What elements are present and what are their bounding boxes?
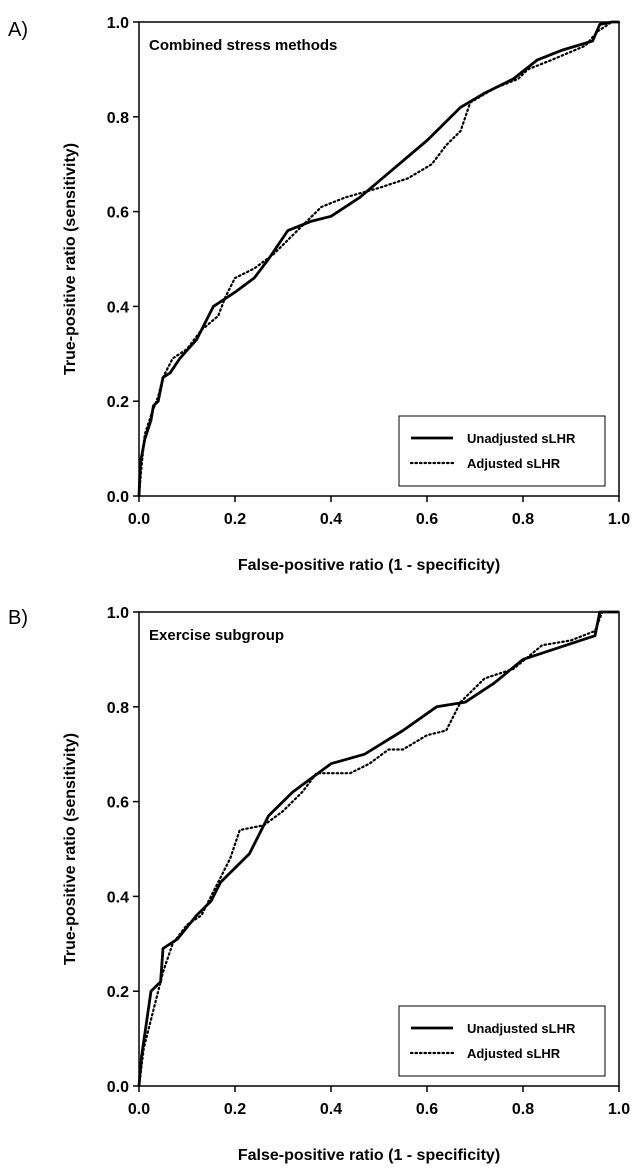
series-line-unadjusted [137, 610, 619, 1087]
y-axis-title: True-positive ratio (sensitivity) [62, 143, 79, 375]
y-tick-label: 0.0 [107, 1079, 129, 1096]
y-axis-title: True-positive ratio (sensitivity) [62, 733, 79, 965]
x-tick-label: 1.0 [608, 1101, 630, 1118]
legend: Unadjusted sLHR Adjusted sLHR [398, 1005, 606, 1077]
x-tick-label: 0.6 [416, 1101, 438, 1118]
legend-box [398, 1005, 606, 1077]
panel-label: A) [8, 19, 28, 41]
x-tick-label: 0.2 [224, 1101, 246, 1118]
x-axis-title: False-positive ratio (1 - specificity) [238, 1147, 500, 1164]
series-line-adjusted [137, 610, 621, 1088]
plot-frame [138, 21, 620, 497]
x-tick-label: 0.8 [512, 1101, 534, 1118]
series-adjusted [137, 610, 621, 1088]
x-tick-label: 1.0 [608, 511, 630, 528]
y-tick-label: 0.0 [107, 489, 129, 506]
legend-label: Unadjusted sLHR [467, 431, 576, 446]
y-tick-label: 0.4 [107, 889, 129, 906]
legend-box [398, 415, 606, 487]
x-tick-label: 0.0 [128, 1101, 150, 1118]
series-unadjusted [137, 610, 619, 1087]
y-tick-label: 0.6 [107, 795, 129, 812]
x-tick-label: 0.4 [320, 1101, 342, 1118]
y-tick-label: 0.4 [107, 299, 129, 316]
plot-frame [138, 611, 620, 1087]
y-tick-label: 0.2 [107, 984, 129, 1001]
chart-title: Exercise subgroup [149, 627, 284, 644]
y-tick-label: 0.8 [107, 700, 129, 717]
series-adjusted [137, 20, 621, 498]
y-tick-label: 1.0 [107, 605, 129, 622]
x-tick-label: 0.6 [416, 511, 438, 528]
chart-title: Combined stress methods [149, 37, 337, 54]
chart-panel-b: B) 0.0 0.2 0.4 0.6 0.8 1.0 0.0 0.2 0.4 0.6 0.8 1.0 Fa… [8, 605, 630, 1164]
y-tick-label: 1.0 [107, 15, 129, 32]
y-tick-label: 0.8 [107, 110, 129, 127]
x-tick-label: 0.2 [224, 511, 246, 528]
x-tick-label: 0.4 [320, 511, 342, 528]
legend-label: Adjusted sLHR [467, 456, 561, 471]
y-tick-label: 0.6 [107, 205, 129, 222]
legend: Unadjusted sLHR Adjusted sLHR [398, 415, 606, 487]
x-axis-title: False-positive ratio (1 - specificity) [238, 557, 500, 574]
series-line-adjusted [137, 20, 621, 498]
legend-label: Adjusted sLHR [467, 1046, 561, 1061]
y-tick-label: 0.2 [107, 394, 129, 411]
legend-label: Unadjusted sLHR [467, 1021, 576, 1036]
chart-panel-a: A) 0.0 0.2 0.4 0.6 0.8 1.0 0.0 0.2 0.4 0.6 0.8 1.0 Fa… [8, 15, 630, 574]
panel-label: B) [8, 607, 28, 629]
x-tick-label: 0.0 [128, 511, 150, 528]
x-tick-label: 0.8 [512, 511, 534, 528]
